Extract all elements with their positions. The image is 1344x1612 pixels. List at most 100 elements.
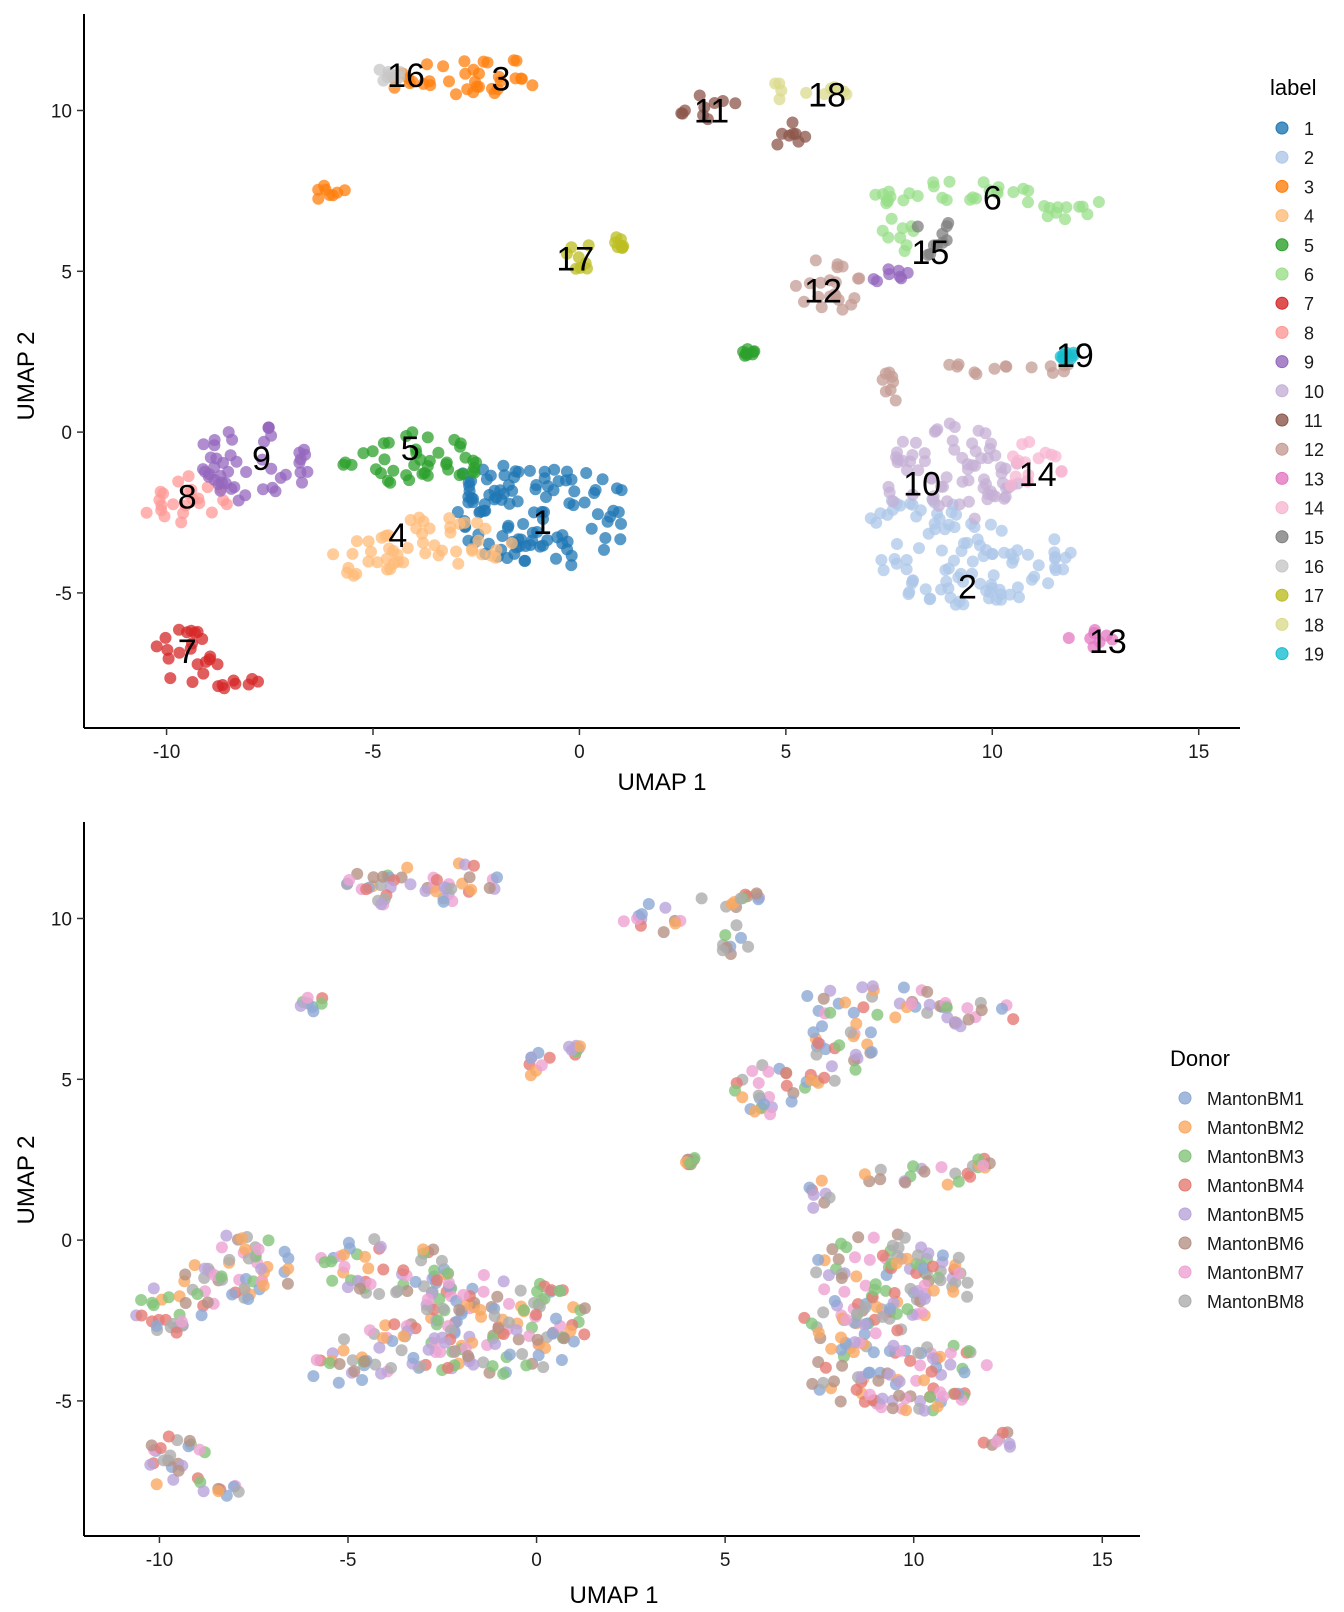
x-tick-label: 0 — [531, 1550, 542, 1571]
data-point — [804, 1074, 817, 1087]
data-point — [258, 435, 270, 448]
data-point — [537, 1361, 550, 1374]
legend-swatch — [1275, 647, 1289, 661]
data-point — [333, 1358, 346, 1370]
data-point — [157, 1454, 170, 1467]
data-point — [898, 1231, 911, 1244]
data-point — [874, 507, 887, 520]
data-point — [848, 1336, 861, 1349]
data-point — [985, 582, 998, 594]
data-point — [822, 1269, 835, 1282]
data-point — [377, 74, 390, 87]
data-point — [428, 1332, 441, 1345]
data-point — [415, 1254, 428, 1267]
data-point — [407, 1351, 420, 1364]
data-point — [615, 517, 627, 530]
data-point — [906, 449, 919, 461]
data-point — [362, 535, 375, 548]
data-point — [961, 1002, 974, 1015]
data-point — [977, 176, 990, 189]
data-point — [211, 658, 224, 671]
data-point — [526, 526, 539, 539]
legend-label: 1 — [1304, 119, 1314, 139]
data-point — [823, 274, 836, 287]
data-point — [173, 646, 186, 659]
data-point — [240, 466, 253, 478]
data-point — [941, 1178, 954, 1191]
data-point — [524, 539, 537, 551]
data-point — [995, 524, 1008, 537]
data-point — [236, 1232, 248, 1245]
data-point — [498, 469, 511, 482]
data-point — [1009, 470, 1022, 483]
data-point — [462, 1350, 474, 1362]
legend-swatch — [1275, 471, 1289, 485]
legend-label: 16 — [1304, 557, 1324, 577]
data-point — [453, 1303, 466, 1316]
data-point — [785, 1095, 798, 1108]
data-point — [167, 1473, 180, 1486]
data-point — [519, 554, 532, 567]
data-point — [477, 1269, 490, 1281]
data-point — [294, 999, 307, 1012]
data-point — [375, 1367, 388, 1380]
data-point — [437, 895, 450, 908]
data-point — [1007, 1013, 1020, 1026]
x-tick-label: -10 — [153, 742, 180, 763]
data-point — [488, 484, 501, 497]
data-point — [852, 272, 865, 285]
data-point — [172, 1464, 185, 1477]
data-point — [816, 1020, 828, 1033]
data-point — [510, 1324, 523, 1337]
data-point — [458, 516, 471, 529]
data-point — [996, 1002, 1008, 1015]
data-point — [859, 1279, 872, 1292]
cluster-label: 2 — [958, 569, 977, 607]
data-point — [255, 1262, 268, 1275]
data-point — [170, 1326, 183, 1339]
data-point — [1049, 561, 1062, 574]
data-point — [477, 1356, 490, 1369]
data-point — [315, 997, 328, 1010]
x-tick-label: -5 — [365, 742, 382, 763]
data-point — [762, 1065, 775, 1078]
data-point — [307, 1370, 320, 1383]
legend-label: 10 — [1304, 382, 1324, 402]
cluster-label: 9 — [252, 440, 271, 478]
data-point — [496, 530, 509, 542]
data-point — [367, 871, 380, 884]
cluster-label: 1 — [533, 504, 552, 542]
data-point — [901, 464, 913, 477]
legend-label: 3 — [1304, 177, 1314, 197]
data-point — [294, 466, 307, 479]
data-point — [947, 1285, 960, 1298]
data-point — [617, 915, 630, 928]
data-point — [912, 464, 925, 477]
data-point — [186, 676, 199, 688]
data-point — [514, 1284, 527, 1297]
data-point — [978, 473, 990, 486]
data-point — [941, 495, 954, 508]
data-point — [938, 523, 951, 536]
legend-label: 19 — [1304, 645, 1324, 665]
data-point — [943, 175, 956, 188]
data-point — [807, 1026, 820, 1039]
legend-swatch — [1178, 1265, 1192, 1279]
data-point — [894, 231, 907, 244]
axes-layer: -10 -5 0 5 10 15 -5 0 5 10 — [51, 822, 1140, 1571]
legend-swatch — [1275, 384, 1289, 398]
data-point — [871, 275, 883, 288]
data-point — [435, 1254, 448, 1267]
data-point — [905, 997, 918, 1010]
data-point — [257, 1279, 270, 1292]
data-point — [350, 535, 363, 548]
data-point — [220, 498, 233, 511]
data-point — [377, 437, 390, 450]
data-point — [823, 1191, 836, 1204]
data-point — [401, 542, 414, 554]
data-point — [809, 254, 822, 267]
data-point — [886, 1402, 899, 1415]
data-point — [1048, 546, 1061, 559]
data-point — [695, 892, 708, 905]
legend-label: 18 — [1304, 615, 1324, 635]
